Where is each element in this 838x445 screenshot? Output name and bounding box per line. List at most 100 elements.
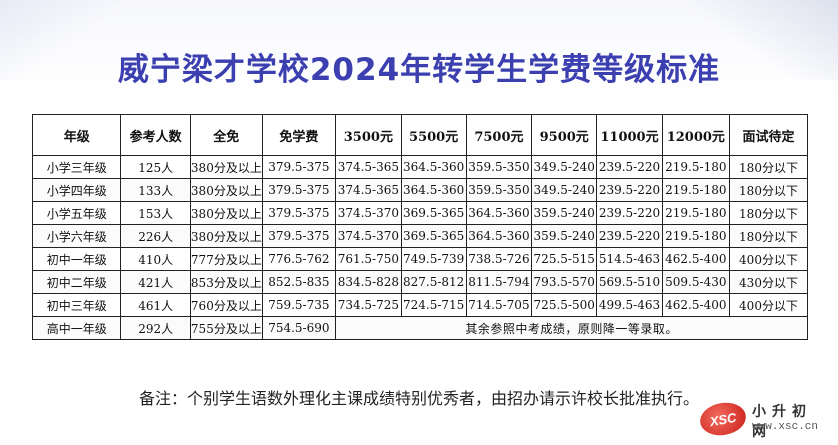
table-row: 初中三年级 461人 760分及以上 759.5-735 734.5-725 724.5-… xyxy=(31,293,808,317)
table-cell: 小学三年级 xyxy=(31,155,122,179)
table-cell: 219.5-180 xyxy=(661,201,731,225)
table-cell: 239.5-220 xyxy=(596,224,663,248)
table-row: 初中一年级 410人 777分及以上 776.5-762 761.5-750 749.5-… xyxy=(31,247,808,271)
table-row: 初中二年级 421人 853分及以上 852.5-835 834.5-828 827.5-… xyxy=(31,270,808,294)
table-cell: 180分以下 xyxy=(729,224,808,248)
table-cell: 364.5-360 xyxy=(465,201,533,225)
column-header: 3500元 xyxy=(335,114,402,156)
table-cell: 226人 xyxy=(120,224,191,248)
table-cell: 852.5-835 xyxy=(261,270,337,294)
table-cell: 725.5-515 xyxy=(531,247,598,271)
table-cell: 380分及以上 xyxy=(189,224,263,248)
table-cell: 853分及以上 xyxy=(189,270,263,294)
table-cell: 369.5-365 xyxy=(400,201,467,225)
table-cell: 379.5-375 xyxy=(261,155,337,179)
table-cell: 380分及以上 xyxy=(189,178,263,202)
table-cell: 小学四年级 xyxy=(31,178,122,202)
table-cell: 364.5-360 xyxy=(400,155,467,179)
table-cell: 180分以下 xyxy=(729,178,808,202)
table-cell: 219.5-180 xyxy=(661,155,731,179)
table-cell: 374.5-370 xyxy=(335,224,402,248)
table-cell: 811.5-794 xyxy=(465,270,533,294)
site-url: www.xsc.cn xyxy=(752,421,819,433)
table-cell: 374.5-365 xyxy=(335,155,402,179)
page-title: 威宁梁才学校2024年转学生学费等级标准 xyxy=(117,52,721,88)
table-header-row: 年级 参考人数 全免 免学费 3500元 5500元 7500元 9500元 11000元 120… xyxy=(31,114,808,156)
column-header: 免学费 xyxy=(261,114,337,156)
table-cell: 180分以下 xyxy=(729,155,808,179)
table-cell: 359.5-350 xyxy=(465,155,533,179)
column-header: 5500元 xyxy=(400,114,467,156)
table-cell: 738.5-726 xyxy=(465,247,533,271)
table-cell: 219.5-180 xyxy=(661,178,731,202)
table-cell: 569.5-510 xyxy=(596,270,663,294)
table-cell: 755分及以上 xyxy=(189,316,263,340)
table-cell: 133人 xyxy=(120,178,191,202)
table-cell: 776.5-762 xyxy=(261,247,337,271)
table-cell: 153人 xyxy=(120,201,191,225)
table-cell: 827.5-812 xyxy=(400,270,467,294)
column-header: 11000元 xyxy=(596,114,663,156)
table-cell: 714.5-705 xyxy=(465,293,533,317)
table-row: 高中一年级 292人 755分及以上 754.5-690 其余参照中考成绩，原则降一等录… xyxy=(31,316,808,340)
table-row: 小学五年级 153人 380分及以上 379.5-375 374.5-370 369.5-… xyxy=(31,201,808,225)
table-cell: 380分及以上 xyxy=(189,155,263,179)
table-cell: 239.5-220 xyxy=(596,178,663,202)
table-cell: 400分以下 xyxy=(729,293,808,317)
table-cell: 379.5-375 xyxy=(261,201,337,225)
table-row: 小学三年级 125人 380分及以上 379.5-375 374.5-365 364.5-… xyxy=(31,155,808,179)
table-cell: 400分以下 xyxy=(729,247,808,271)
table-cell: 410人 xyxy=(120,247,191,271)
table-cell: 421人 xyxy=(120,270,191,294)
table-cell: 462.5-400 xyxy=(661,293,731,317)
table-cell: 379.5-375 xyxy=(261,224,337,248)
site-name: 小升初网 xyxy=(752,404,812,440)
table-cell: 374.5-370 xyxy=(335,201,402,225)
table-cell: 高中一年级 xyxy=(31,316,122,340)
table-cell: 461人 xyxy=(120,293,191,317)
table-cell: 239.5-220 xyxy=(596,201,663,225)
table-cell: 761.5-750 xyxy=(335,247,402,271)
table-cell: 509.5-430 xyxy=(661,270,731,294)
table-cell: 374.5-365 xyxy=(335,178,402,202)
table-cell: 180分以下 xyxy=(729,201,808,225)
table-cell: 462.5-400 xyxy=(661,247,731,271)
tuition-table: 年级 参考人数 全免 免学费 3500元 5500元 7500元 9500元 11000元 120… xyxy=(31,114,808,340)
table-row: 小学六年级 226人 380分及以上 379.5-375 374.5-370 369.5-… xyxy=(31,224,808,248)
table-cell: 724.5-715 xyxy=(400,293,467,317)
table-cell: 359.5-240 xyxy=(531,224,598,248)
column-header: 全免 xyxy=(189,114,263,156)
remark-note: 备注：个别学生语数外理化主课成绩特别优秀者，由招办请示许校长批准执行。 xyxy=(138,389,699,408)
table-cell: 125人 xyxy=(120,155,191,179)
table-cell: 初中一年级 xyxy=(31,247,122,271)
table-cell: 754.5-690 xyxy=(261,316,337,340)
table-cell: 430分以下 xyxy=(729,270,808,294)
column-header: 面试待定 xyxy=(729,114,808,156)
table-cell: 734.5-725 xyxy=(335,293,402,317)
table-cell: 小学六年级 xyxy=(31,224,122,248)
table-cell: 834.5-828 xyxy=(335,270,402,294)
table-cell: 793.5-570 xyxy=(531,270,598,294)
table-cell: 379.5-375 xyxy=(261,178,337,202)
site-watermark: XSC 小升初网 www.xsc.cn xyxy=(697,399,830,440)
table-cell: 349.5-240 xyxy=(531,178,598,202)
table-cell: 514.5-463 xyxy=(596,247,663,271)
table-cell: 364.5-360 xyxy=(400,178,467,202)
table-cell: 364.5-360 xyxy=(465,224,533,248)
table-cell: 725.5-500 xyxy=(531,293,598,317)
table-cell: 749.5-739 xyxy=(400,247,467,271)
column-header: 7500元 xyxy=(465,114,533,156)
table-cell: 219.5-180 xyxy=(661,224,731,248)
site-logo-badge: XSC xyxy=(697,399,749,439)
table-cell: 777分及以上 xyxy=(189,247,263,271)
table-cell: 359.5-350 xyxy=(465,178,533,202)
table-cell: 初中二年级 xyxy=(31,270,122,294)
table-cell: 359.5-240 xyxy=(531,201,598,225)
table-cell: 239.5-220 xyxy=(596,155,663,179)
table-cell: 369.5-365 xyxy=(400,224,467,248)
table-cell: 760分及以上 xyxy=(189,293,263,317)
column-header: 12000元 xyxy=(661,114,731,156)
table-cell: 499.5-463 xyxy=(596,293,663,317)
column-header: 年级 xyxy=(31,114,122,156)
